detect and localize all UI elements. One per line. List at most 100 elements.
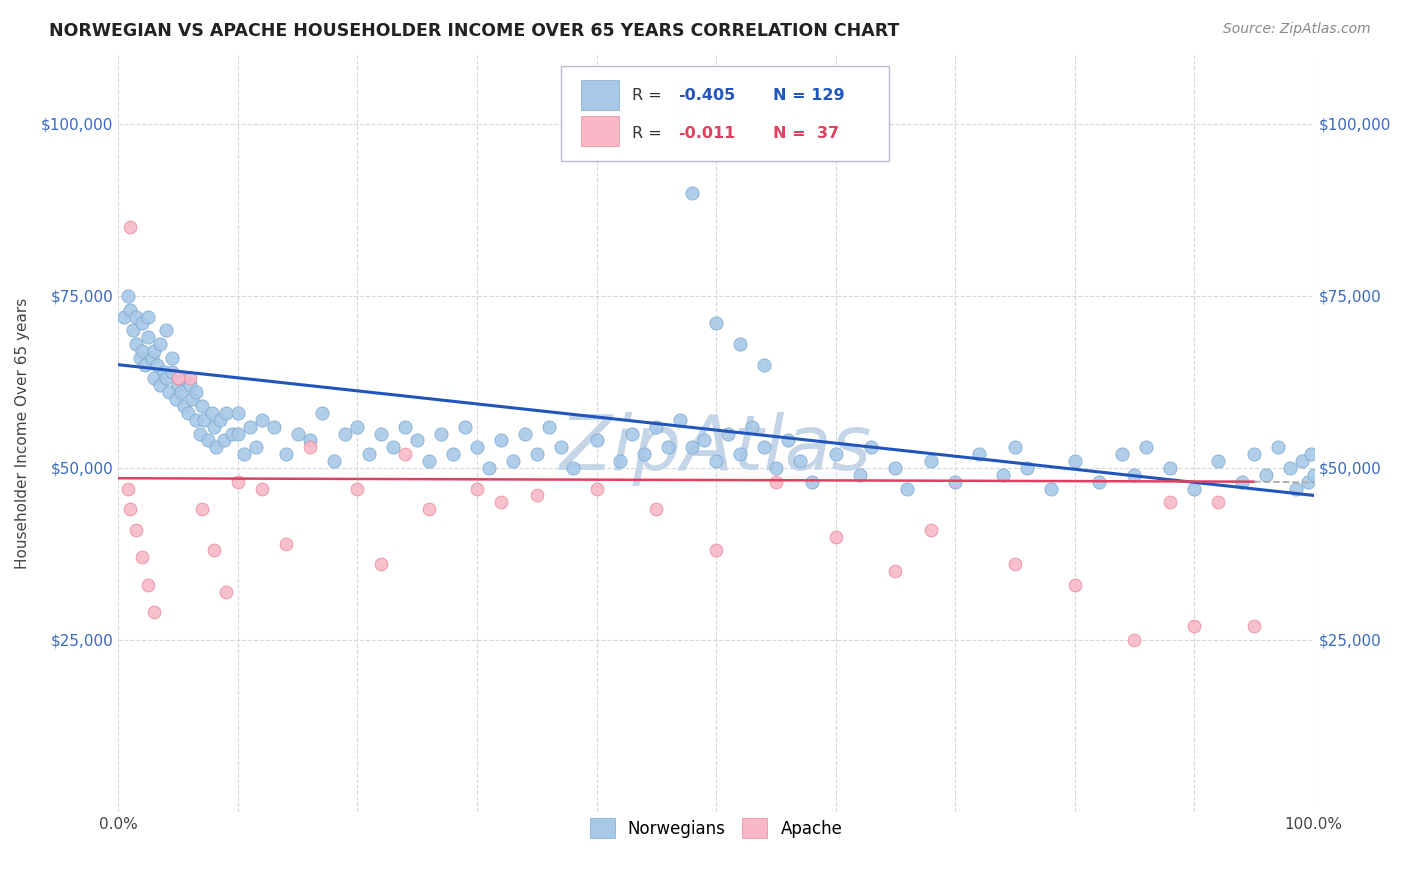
Point (478, 461, 501, 475)
Point (200, 406, 222, 420)
Point (418, 502, 440, 516)
Point (418, 454, 440, 468)
Point (370, 558, 392, 572)
Point (920, 454, 942, 468)
Point (112, 310, 135, 324)
Point (860, 440, 883, 454)
Point (202, 419, 225, 434)
Point (765, 461, 787, 475)
Point (1004, 558, 1026, 572)
Point (181, 392, 204, 406)
Point (1063, 578, 1085, 592)
Point (239, 419, 262, 434)
Point (121, 323, 143, 337)
Point (134, 358, 156, 372)
Point (1039, 482, 1062, 496)
Text: N =  37: N = 37 (773, 126, 839, 141)
Point (1285, 482, 1308, 496)
Point (143, 343, 166, 358)
Point (717, 426, 740, 441)
Text: R =: R = (633, 126, 672, 141)
Point (263, 419, 285, 434)
Point (120, 502, 142, 516)
Point (160, 351, 183, 365)
Point (585, 434, 607, 448)
Text: Source: ZipAtlas.com: Source: ZipAtlas.com (1223, 22, 1371, 37)
Point (561, 461, 583, 475)
Point (884, 461, 907, 475)
Point (441, 447, 464, 461)
Point (191, 399, 214, 413)
Point (152, 365, 174, 379)
FancyBboxPatch shape (581, 116, 619, 146)
Point (752, 358, 775, 372)
Point (896, 482, 918, 496)
Point (1301, 447, 1323, 461)
Point (143, 606, 166, 620)
Point (346, 482, 368, 496)
Point (645, 419, 668, 434)
Point (537, 419, 560, 434)
Point (117, 482, 139, 496)
Point (991, 467, 1014, 482)
Point (322, 454, 344, 468)
Point (681, 440, 703, 454)
Point (145, 358, 167, 372)
Point (382, 440, 405, 454)
Point (136, 310, 159, 324)
Point (1243, 447, 1265, 461)
Point (1243, 619, 1265, 633)
FancyBboxPatch shape (581, 80, 619, 111)
Point (188, 426, 211, 441)
Point (704, 543, 727, 558)
Point (824, 530, 846, 544)
Point (208, 413, 231, 427)
Point (165, 392, 187, 406)
Point (125, 310, 148, 324)
Point (728, 447, 751, 461)
Point (943, 475, 966, 489)
FancyBboxPatch shape (561, 67, 890, 161)
Point (245, 440, 267, 454)
Point (184, 413, 207, 427)
Point (155, 323, 177, 337)
Point (1135, 440, 1157, 454)
Point (1206, 454, 1229, 468)
Point (120, 302, 142, 317)
Point (143, 371, 166, 385)
Point (131, 343, 153, 358)
Point (406, 434, 429, 448)
Point (585, 482, 607, 496)
Point (160, 365, 183, 379)
Point (1111, 447, 1133, 461)
Point (184, 385, 207, 400)
Point (215, 406, 238, 420)
Point (454, 419, 477, 434)
Point (704, 454, 727, 468)
Point (202, 543, 225, 558)
Point (193, 413, 215, 427)
Point (125, 337, 148, 351)
Point (1278, 461, 1301, 475)
Point (967, 447, 990, 461)
Point (173, 371, 195, 385)
Point (169, 385, 191, 400)
Point (704, 317, 727, 331)
Point (394, 447, 416, 461)
Text: NORWEGIAN VS APACHE HOUSEHOLDER INCOME OVER 65 YEARS CORRELATION CHART: NORWEGIAN VS APACHE HOUSEHOLDER INCOME O… (49, 22, 900, 40)
Point (526, 488, 548, 502)
Point (621, 426, 644, 441)
Point (176, 406, 198, 420)
Point (117, 289, 139, 303)
Point (489, 434, 512, 448)
Point (1063, 454, 1085, 468)
Point (1182, 619, 1205, 633)
Point (226, 475, 249, 489)
Point (250, 482, 273, 496)
Point (1004, 440, 1026, 454)
Point (136, 578, 159, 592)
Point (693, 434, 716, 448)
Point (645, 502, 668, 516)
Point (346, 419, 368, 434)
Text: N = 129: N = 129 (773, 87, 845, 103)
